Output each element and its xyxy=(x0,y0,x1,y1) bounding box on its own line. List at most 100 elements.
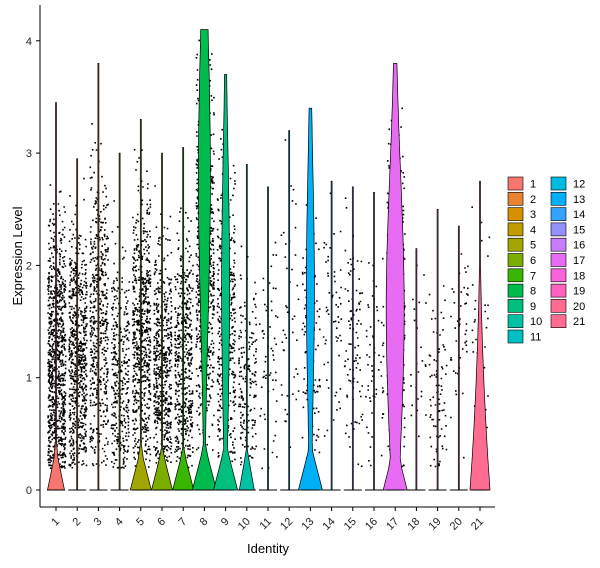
violin-8 xyxy=(191,29,217,491)
legend-swatch xyxy=(507,192,524,206)
dot-group-10 xyxy=(238,245,258,469)
legend-swatch xyxy=(507,283,524,298)
legend-label: 15 xyxy=(573,224,585,236)
dot-group-2 xyxy=(68,177,88,469)
legend-item-18: 18 xyxy=(550,268,585,283)
legend-item-21: 21 xyxy=(550,314,585,329)
legend-label: 7 xyxy=(530,270,536,282)
legend-item-2: 2 xyxy=(507,192,536,206)
legend-item-1: 1 xyxy=(507,176,536,191)
legend-item-5: 5 xyxy=(507,237,536,252)
violin-shape-20 xyxy=(457,225,460,491)
violin-5 xyxy=(129,119,152,491)
legend-label: 20 xyxy=(573,301,585,313)
violin-1 xyxy=(47,102,65,491)
legend-item-14: 14 xyxy=(550,207,585,221)
legend-label: 1 xyxy=(530,179,536,191)
violin-shape-1 xyxy=(47,102,65,491)
violin-shape-6 xyxy=(151,152,173,491)
violin-shape-3 xyxy=(97,62,100,491)
violin-shape-12 xyxy=(288,130,291,491)
legend-label: 11 xyxy=(530,332,541,344)
legend-label: 18 xyxy=(573,270,585,282)
legend-label: 14 xyxy=(573,209,585,221)
legend-item-12: 12 xyxy=(550,176,585,191)
violin-shape-9 xyxy=(213,74,239,491)
dot-group-4 xyxy=(110,200,131,469)
y-tick-label: 4 xyxy=(26,36,32,48)
violin-shape-17 xyxy=(382,62,408,491)
legend-swatch xyxy=(507,253,524,267)
legend-item-19: 19 xyxy=(550,283,585,298)
legend-swatch xyxy=(507,329,524,344)
dot-group-1 xyxy=(47,184,67,470)
legend-swatch xyxy=(507,314,524,329)
violin-17 xyxy=(382,62,408,491)
legend-swatch xyxy=(550,299,567,313)
violin-7 xyxy=(172,147,195,491)
violin-shape-16 xyxy=(373,192,375,491)
legend-swatch xyxy=(550,237,567,252)
legend-item-7: 7 xyxy=(507,268,536,283)
legend-item-13: 13 xyxy=(550,192,585,206)
legend-label: 13 xyxy=(573,194,585,206)
legend-swatch xyxy=(507,207,524,221)
legend-item-15: 15 xyxy=(550,222,585,237)
violin-shape-2 xyxy=(76,158,79,491)
violin-20 xyxy=(449,225,468,491)
legend-item-3: 3 xyxy=(507,207,536,221)
legend-label: 2 xyxy=(530,194,536,206)
legend-swatch xyxy=(550,268,567,283)
legend-label: 3 xyxy=(530,209,536,221)
violin-3 xyxy=(89,62,108,491)
violins xyxy=(47,29,491,491)
legend-item-11: 11 xyxy=(507,329,541,344)
violin-shape-13 xyxy=(297,107,323,491)
legend-swatch xyxy=(507,268,524,283)
legend-swatch xyxy=(550,192,567,206)
violin-10 xyxy=(237,163,256,491)
legend-label: 12 xyxy=(573,179,585,191)
violin-shape-8 xyxy=(191,29,217,491)
legend-item-20: 20 xyxy=(550,299,585,313)
violin-18 xyxy=(407,248,426,491)
violin-19 xyxy=(428,208,447,491)
legend-swatch xyxy=(550,314,567,329)
y-tick-label: 0 xyxy=(26,485,32,497)
violin-11 xyxy=(259,186,277,491)
violin-9 xyxy=(213,74,239,491)
violin-21 xyxy=(469,180,491,491)
violin-shape-10 xyxy=(238,163,255,491)
legend-swatch xyxy=(550,253,567,267)
violin-shape-5 xyxy=(129,119,152,491)
x-axis-title: Identity xyxy=(247,541,289,556)
violin-shape-19 xyxy=(436,208,439,491)
legend-label: 21 xyxy=(573,316,585,328)
legend-swatch xyxy=(507,176,524,191)
dot-group-6 xyxy=(153,185,173,469)
y-tick-label: 1 xyxy=(26,373,32,385)
violin-shape-7 xyxy=(172,147,195,491)
violin-shape-14 xyxy=(330,180,333,491)
legend-label: 8 xyxy=(530,286,536,298)
legend-swatch xyxy=(507,222,524,237)
legend-label: 9 xyxy=(530,301,536,313)
violin-shape-21 xyxy=(469,180,491,491)
legend-item-8: 8 xyxy=(507,283,536,298)
legend-label: 19 xyxy=(573,286,585,298)
legend-label: 10 xyxy=(530,316,542,328)
violin-shape-18 xyxy=(415,248,418,491)
legend-label: 17 xyxy=(573,255,585,267)
legend-item-4: 4 xyxy=(507,222,536,237)
legend-swatch xyxy=(550,283,567,298)
legend-item-9: 9 xyxy=(507,299,536,313)
violin-16 xyxy=(365,192,383,491)
legend-item-17: 17 xyxy=(550,253,585,267)
dot-group-5 xyxy=(131,148,152,469)
legend-item-10: 10 xyxy=(507,314,542,329)
legend-swatch xyxy=(507,299,524,313)
legend-swatch xyxy=(550,222,567,237)
